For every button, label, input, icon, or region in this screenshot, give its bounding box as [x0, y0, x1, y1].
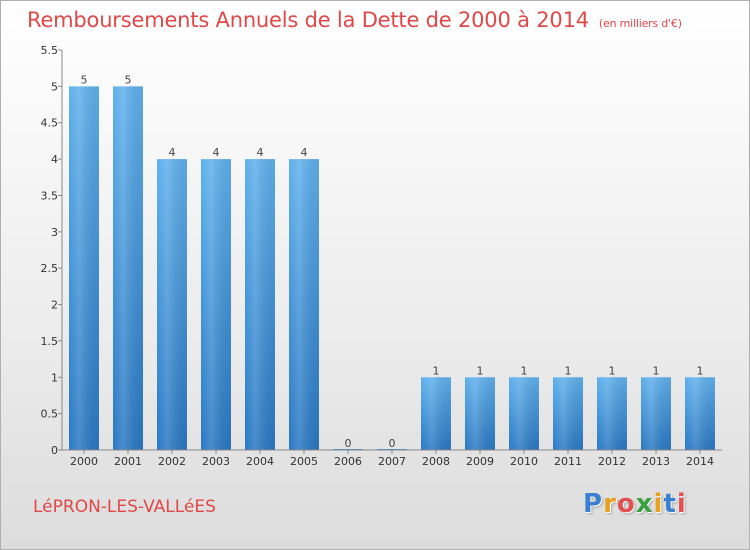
chart-title: Remboursements Annuels de la Dette de 20…: [27, 8, 682, 32]
x-tick-label: 2010: [510, 455, 538, 468]
bars-layer: [69, 86, 715, 450]
title-text: Remboursements Annuels de la Dette de 20…: [27, 8, 589, 32]
data-label: 1: [521, 364, 528, 377]
y-tick-label: 0.5: [41, 408, 59, 421]
x-tick-label: 2003: [202, 455, 230, 468]
data-label: 4: [257, 146, 264, 159]
x-tick-label: 2002: [158, 455, 186, 468]
data-label: 1: [609, 364, 616, 377]
data-label: 5: [125, 73, 132, 86]
logo-letter: t: [663, 489, 677, 519]
bar-shine: [421, 377, 451, 450]
logo-letter: r: [603, 489, 617, 519]
data-label: 1: [697, 364, 704, 377]
logo-letter: P: [583, 489, 604, 519]
x-tick-label: 2004: [246, 455, 274, 468]
y-tick-label: 2.5: [41, 262, 59, 275]
data-label: 4: [169, 146, 176, 159]
axes-layer: [58, 49, 722, 454]
x-tick-label: 2006: [334, 455, 362, 468]
y-tick-label: 5: [51, 80, 58, 93]
data-label: 0: [389, 437, 396, 450]
bar-shine: [509, 377, 539, 450]
logo-letter: o: [616, 489, 636, 519]
data-label: 1: [653, 364, 660, 377]
y-tick-label: 4: [51, 153, 58, 166]
logo-letter: i: [653, 489, 664, 519]
x-tick-label: 2011: [554, 455, 582, 468]
labels-layer: 0 0.5 1 1.5 2 2.5 3 3.5 4 4.5 5 5.5 2000 5 2001 5 2002 4 2…: [41, 44, 715, 468]
x-tick-label: 2012: [598, 455, 626, 468]
bar-shine: [685, 377, 715, 450]
bar-shine: [289, 159, 319, 450]
y-tick-label: 1: [51, 371, 58, 384]
bar-shine: [641, 377, 671, 450]
unit-label: (en milliers d'€): [598, 17, 682, 30]
y-tick-label: 3.5: [41, 189, 59, 202]
y-tick-label: 3: [51, 226, 58, 239]
y-tick-label: 5.5: [41, 44, 59, 57]
data-label: 1: [433, 364, 440, 377]
y-tick-label: 0: [51, 444, 58, 457]
x-tick-label: 2001: [114, 455, 142, 468]
data-label: 1: [565, 364, 572, 377]
bar-shine: [69, 86, 99, 450]
y-tick-label: 2: [51, 299, 58, 312]
bar-shine: [597, 377, 627, 450]
x-tick-label: 2008: [422, 455, 450, 468]
bar-shine: [245, 159, 275, 450]
x-tick-label: 2013: [642, 455, 670, 468]
data-label: 1: [477, 364, 484, 377]
x-tick-label: 2014: [686, 455, 714, 468]
logo-letter: x: [635, 489, 654, 519]
data-label: 4: [213, 146, 220, 159]
bar-shine: [157, 159, 187, 450]
bar-shine: [201, 159, 231, 450]
x-tick-label: 2005: [290, 455, 318, 468]
commune-name: LéPRON-LES-VALLéES: [33, 497, 216, 517]
logo-letter: i: [676, 489, 687, 519]
y-tick-label: 1.5: [41, 335, 59, 348]
x-tick-label: 2009: [466, 455, 494, 468]
proxiti-logo: Proxiti: [583, 489, 687, 519]
y-tick-label: 4.5: [41, 117, 59, 130]
x-tick-label: 2000: [70, 455, 98, 468]
data-label: 5: [81, 73, 88, 86]
x-tick-label: 2007: [378, 455, 406, 468]
data-label: 4: [301, 146, 308, 159]
data-label: 0: [345, 437, 352, 450]
bar-shine: [465, 377, 495, 450]
bar-shine: [113, 86, 143, 450]
bar-shine: [553, 377, 583, 450]
